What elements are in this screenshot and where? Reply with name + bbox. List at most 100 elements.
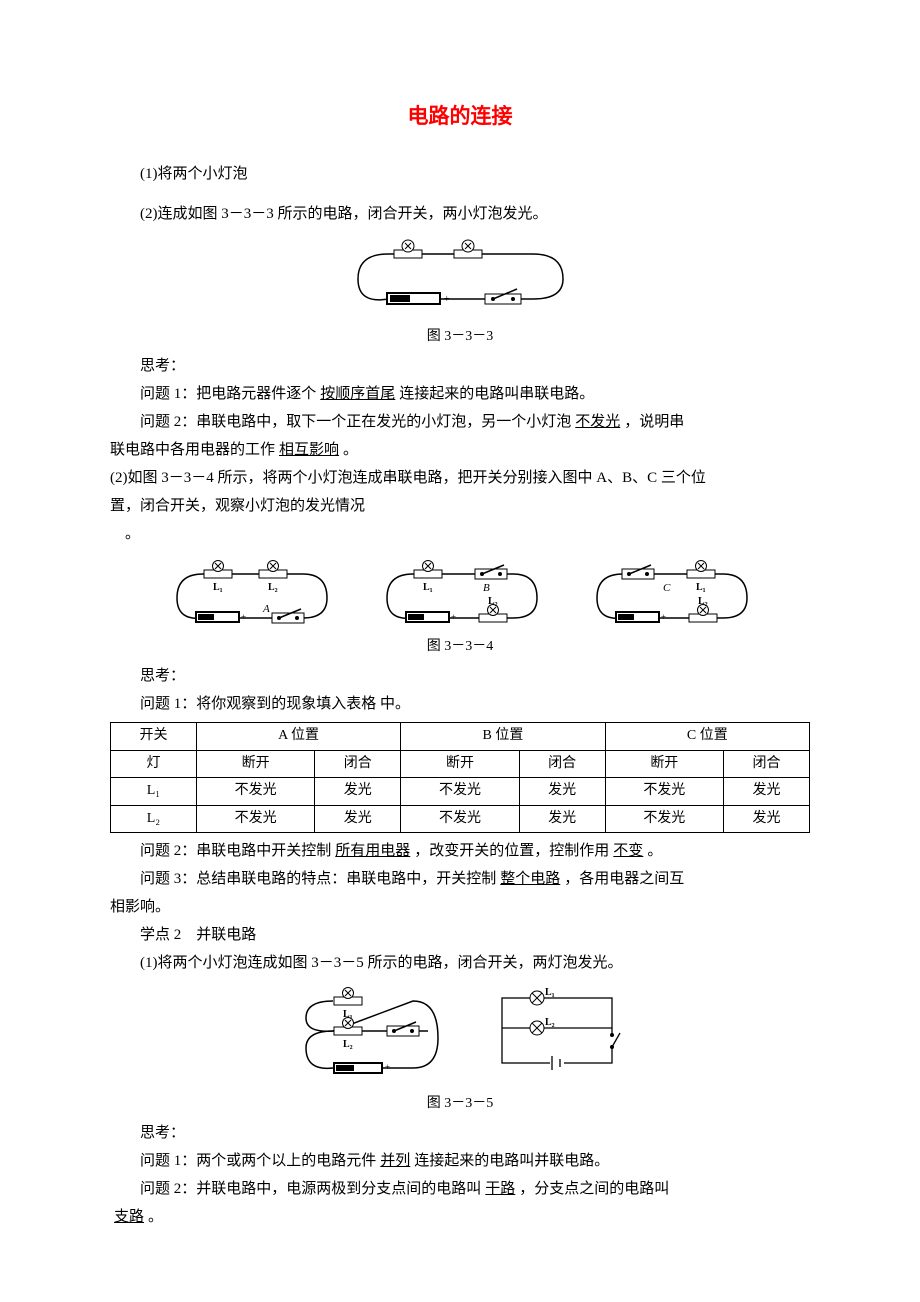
svg-text:+: + bbox=[241, 612, 246, 622]
q2-blank-1: 不发光 bbox=[571, 414, 624, 430]
td: 不发光 bbox=[605, 778, 723, 805]
svg-text:L₁: L₁ bbox=[213, 582, 223, 593]
q3-text-c: 。 bbox=[647, 843, 662, 859]
q4-text-a: 问题 3：总结串联电路的特点：串联电路中，开关控制 bbox=[140, 871, 496, 887]
circuit-334-b: L₁ B + L₂ bbox=[373, 556, 548, 636]
question-5: 问题 1：两个或两个以上的电路元件并列连接起来的电路叫并联电路。 bbox=[110, 1149, 810, 1173]
svg-text:L₂: L₂ bbox=[268, 582, 278, 593]
figure-334-row: L₁ L₂ + A L₁ bbox=[110, 556, 810, 636]
svg-text:L₁: L₁ bbox=[545, 987, 555, 998]
section-2-title: 学点 2 并联电路 bbox=[110, 923, 810, 947]
q5-blank: 并列 bbox=[376, 1153, 414, 1169]
q6-blank-2: 支路 bbox=[110, 1209, 148, 1225]
td: 发光 bbox=[519, 778, 605, 805]
paragraph-5: (1)将两个小灯泡连成如图 3－3－5 所示的电路，闭合开关，两灯泡发光。 bbox=[110, 951, 810, 975]
td: 不发光 bbox=[196, 778, 314, 805]
td: 不发光 bbox=[605, 805, 723, 832]
svg-text:L₁: L₁ bbox=[696, 582, 706, 593]
q2-text-a: 问题 2：串联电路中，取下一个正在发光的小灯泡，另一个小灯泡 bbox=[140, 414, 571, 430]
svg-text:L₂: L₂ bbox=[488, 596, 498, 607]
paragraph-3b: 置，闭合开关，观察小灯泡的发光情况 bbox=[110, 494, 810, 518]
th-posA: A 位置 bbox=[196, 723, 400, 750]
q2-text-b: ，说明串 bbox=[624, 414, 684, 430]
td: 断开 bbox=[196, 750, 314, 777]
paragraph-2: (2)连成如图 3－3－3 所示的电路，闭合开关，两小灯泡发光。 bbox=[110, 202, 810, 226]
circuit-333-svg: - + bbox=[338, 234, 583, 316]
td: 闭合 bbox=[724, 750, 810, 777]
q4-blank: 整个电路 bbox=[496, 871, 564, 887]
q6-blank-1: 干路 bbox=[481, 1181, 519, 1197]
question-6-line1: 问题 2：并联电路中，电源两极到分支点间的电路叫干路，分支点之间的电路叫 bbox=[110, 1177, 810, 1201]
think-1: 思考： bbox=[110, 354, 810, 378]
th-posC: C 位置 bbox=[605, 723, 809, 750]
th-posB: B 位置 bbox=[401, 723, 605, 750]
think-3: 思考： bbox=[110, 1121, 810, 1145]
td: 发光 bbox=[724, 778, 810, 805]
q6-text-b: ，分支点之间的电路叫 bbox=[519, 1181, 669, 1197]
observation-table: 开关 A 位置 B 位置 C 位置 灯 断开 闭合 断开 闭合 断开 闭合 L₁… bbox=[110, 722, 810, 833]
circuit-335-a: L₁ L₂ -+ bbox=[288, 983, 453, 1083]
circuit-334-a: L₁ L₂ + A bbox=[163, 556, 338, 636]
q1-text-b: 连接起来的电路叫串联电路。 bbox=[399, 386, 594, 402]
q2-text-d: 。 bbox=[343, 442, 358, 458]
q5-text-a: 问题 1：两个或两个以上的电路元件 bbox=[140, 1153, 376, 1169]
svg-text:B: B bbox=[483, 582, 490, 594]
table-row: L₂ 不发光 发光 不发光 发光 不发光 发光 bbox=[111, 805, 810, 832]
question-obs: 问题 1：将你观察到的现象填入表格 中。 bbox=[110, 692, 810, 716]
figure-335: L₁ L₂ - + L₁ L₂ bbox=[110, 983, 810, 1091]
document-page: 电路的连接 (1)将两个小灯泡 (2)连成如图 3－3－3 所示的电路，闭合开关… bbox=[0, 0, 920, 1302]
q6-text-c: 。 bbox=[148, 1209, 163, 1225]
svg-text:C: C bbox=[663, 582, 671, 594]
td: 发光 bbox=[315, 778, 401, 805]
svg-text:+: + bbox=[385, 1062, 390, 1072]
svg-text:+: + bbox=[444, 294, 450, 305]
svg-text:-: - bbox=[329, 1062, 332, 1072]
table-row: L₁ 不发光 发光 不发光 发光 不发光 发光 bbox=[111, 778, 810, 805]
td: 不发光 bbox=[401, 778, 519, 805]
td: 断开 bbox=[401, 750, 519, 777]
td: 闭合 bbox=[519, 750, 605, 777]
think-2: 思考： bbox=[110, 664, 810, 688]
q2-text-c: 联电路中各用电器的工作 bbox=[110, 442, 275, 458]
th-lamp: 灯 bbox=[111, 750, 197, 777]
question-4-line2: 相影响。 bbox=[110, 895, 810, 919]
th-switch: 开关 bbox=[111, 723, 197, 750]
figure-333: - + bbox=[110, 234, 810, 324]
svg-text:L₂: L₂ bbox=[343, 1039, 353, 1050]
svg-text:+: + bbox=[661, 612, 666, 622]
figure-333-caption: 图 3－3－3 bbox=[110, 326, 810, 348]
figure-334-caption: 图 3－3－4 bbox=[110, 636, 810, 658]
paragraph-3c: 。 bbox=[110, 522, 810, 546]
question-2-line2: 联电路中各用电器的工作相互影响。 bbox=[110, 438, 810, 462]
td: 不发光 bbox=[401, 805, 519, 832]
circuit-334-c: C L₁ + L₂ bbox=[583, 556, 758, 636]
paragraph-1: (1)将两个小灯泡 bbox=[110, 162, 810, 186]
q3-text-b: ，改变开关的位置，控制作用 bbox=[414, 843, 609, 859]
question-1: 问题 1：把电路元器件逐个按顺序首尾连接起来的电路叫串联电路。 bbox=[110, 382, 810, 406]
svg-text:L₂: L₂ bbox=[545, 1017, 555, 1028]
svg-text:-: - bbox=[382, 294, 385, 305]
figure-335-caption: 图 3－3－5 bbox=[110, 1093, 810, 1115]
svg-text:+: + bbox=[451, 612, 456, 622]
question-3: 问题 2：串联电路中开关控制所有用电器，改变开关的位置，控制作用不变。 bbox=[110, 839, 810, 863]
td: 闭合 bbox=[315, 750, 401, 777]
q2-blank-2: 相互影响 bbox=[275, 442, 343, 458]
q4-text-b: ，各用电器之间互 bbox=[564, 871, 684, 887]
table-row: 开关 A 位置 B 位置 C 位置 bbox=[111, 723, 810, 750]
svg-text:L₁: L₁ bbox=[423, 582, 433, 593]
question-4-line1: 问题 3：总结串联电路的特点：串联电路中，开关控制整个电路，各用电器之间互 bbox=[110, 867, 810, 891]
td: 不发光 bbox=[196, 805, 314, 832]
q6-text-a: 问题 2：并联电路中，电源两极到分支点间的电路叫 bbox=[140, 1181, 481, 1197]
td: 发光 bbox=[315, 805, 401, 832]
td: 断开 bbox=[605, 750, 723, 777]
circuit-335-schematic: L₁ L₂ bbox=[482, 983, 632, 1083]
q5-text-b: 连接起来的电路叫并联电路。 bbox=[414, 1153, 609, 1169]
q1-text-a: 问题 1：把电路元器件逐个 bbox=[140, 386, 316, 402]
question-2-line1: 问题 2：串联电路中，取下一个正在发光的小灯泡，另一个小灯泡不发光，说明串 bbox=[110, 410, 810, 434]
svg-text:A: A bbox=[262, 603, 270, 615]
td: 发光 bbox=[724, 805, 810, 832]
paragraph-3a: (2)如图 3－3－4 所示，将两个小灯泡连成串联电路，把开关分别接入图中 A、… bbox=[110, 466, 810, 490]
td: 发光 bbox=[519, 805, 605, 832]
table-row: 灯 断开 闭合 断开 闭合 断开 闭合 bbox=[111, 750, 810, 777]
td-L2: L₂ bbox=[111, 805, 197, 832]
